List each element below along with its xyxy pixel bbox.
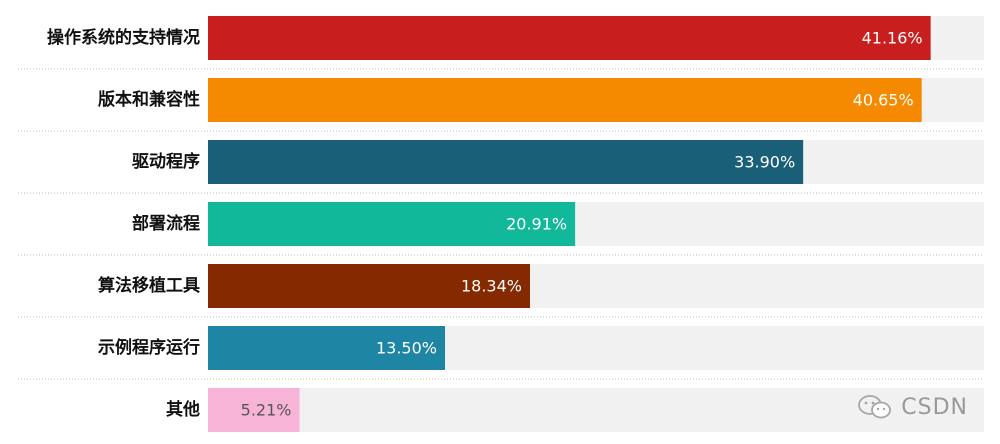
value-label: 41.16% [862, 29, 923, 48]
value-labels: 41.16% 40.65% 33.90% 20.91% 18.34% 13.50% 5.21… [241, 29, 923, 420]
watermark: CSDN [857, 394, 968, 420]
row-separators [18, 68, 984, 380]
value-label: 13.50% [376, 339, 437, 358]
category-label: 算法移植工具 [97, 275, 200, 296]
bar-track [208, 388, 984, 432]
value-label: 33.90% [734, 153, 795, 172]
bars [208, 16, 931, 432]
category-label: 版本和兼容性 [98, 89, 200, 110]
bar [208, 140, 804, 184]
value-label: 20.91% [506, 215, 567, 234]
bar [208, 326, 446, 370]
value-label: 18.34% [461, 277, 522, 296]
category-label: 其他 [166, 399, 200, 420]
category-label: 部署流程 [132, 213, 200, 234]
category-label: 驱动程序 [132, 151, 200, 172]
category-label: 示例程序运行 [98, 337, 200, 358]
bar [208, 202, 576, 246]
bar [208, 264, 530, 308]
value-label: 40.65% [853, 91, 914, 110]
bar [208, 388, 300, 432]
bar [208, 78, 922, 122]
value-label: 5.21% [241, 401, 292, 420]
watermark-text: CSDN [901, 394, 968, 420]
bar [208, 16, 931, 60]
category-label: 操作系统的支持情况 [47, 27, 200, 48]
wechat-icon [858, 395, 892, 419]
